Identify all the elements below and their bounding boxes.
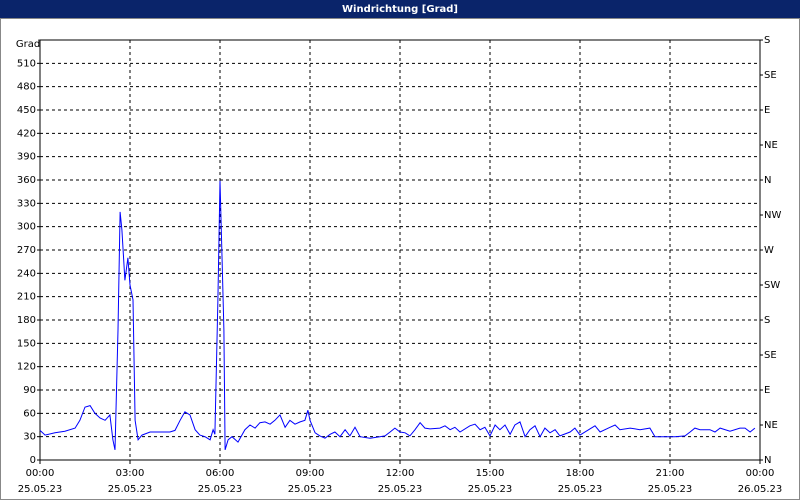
y-tick-label: 30: [23, 432, 36, 443]
y2-tick-label: NW: [764, 210, 781, 221]
y-tick-label: 240: [17, 268, 36, 279]
x-tick-label: 12:00: [386, 468, 415, 479]
y-tick-label: 390: [17, 152, 36, 163]
x-tick-date: 25.05.23: [378, 484, 423, 495]
x-tick-label: 06:00: [206, 468, 235, 479]
x-tick-label: 18:00: [566, 468, 595, 479]
y2-tick-label: N: [764, 455, 771, 466]
y2-tick-label: E: [764, 385, 770, 396]
x-tick-date: 26.05.23: [738, 484, 783, 495]
y-tick-label: 270: [17, 245, 36, 256]
y-tick-label: 0: [30, 455, 36, 466]
y-tick-label: 360: [17, 175, 36, 186]
y2-tick-label: SW: [764, 280, 780, 291]
y2-tick-label: N: [764, 175, 771, 186]
y-tick-label: 210: [17, 292, 36, 303]
x-tick-label: 00:00: [26, 468, 55, 479]
y2-tick-label: W: [764, 245, 774, 256]
chart-title: Windrichtung [Grad]: [342, 4, 458, 15]
y2-tick-label: NE: [764, 420, 778, 431]
title-bar: [0, 0, 800, 18]
x-tick-date: 25.05.23: [18, 484, 63, 495]
y-tick-label: 180: [17, 315, 36, 326]
y2-tick-label: NE: [764, 140, 778, 151]
x-tick-date: 25.05.23: [468, 484, 513, 495]
x-tick-label: 03:00: [116, 468, 145, 479]
y-tick-label: 510: [17, 58, 36, 69]
y-tick-label: 300: [17, 222, 36, 233]
y-axis-label: Grad: [16, 39, 40, 50]
x-tick-date: 25.05.23: [558, 484, 603, 495]
y-tick-label: 480: [17, 82, 36, 93]
x-tick-date: 25.05.23: [108, 484, 153, 495]
y2-tick-label: SE: [764, 350, 777, 361]
x-tick-date: 25.05.23: [198, 484, 243, 495]
y-tick-label: 120: [17, 362, 36, 373]
y2-tick-label: S: [764, 35, 770, 46]
y2-tick-label: S: [764, 315, 770, 326]
y-tick-label: 150: [17, 338, 36, 349]
y-tick-label: 90: [23, 385, 36, 396]
x-tick-label: 09:00: [296, 468, 325, 479]
y-tick-label: 420: [17, 128, 36, 139]
y-tick-label: 450: [17, 105, 36, 116]
x-tick-label: 21:00: [656, 468, 685, 479]
x-tick-date: 25.05.23: [288, 484, 333, 495]
plot-border: [39, 39, 761, 461]
x-tick-label: 15:00: [476, 468, 505, 479]
y-tick-label: 330: [17, 198, 36, 209]
x-tick-date: 25.05.23: [648, 484, 693, 495]
x-tick-label: 00:00: [746, 468, 775, 479]
data-line: [39, 180, 756, 451]
y2-tick-label: SE: [764, 70, 777, 81]
y-tick-label: 60: [23, 408, 36, 419]
y2-tick-label: E: [764, 105, 770, 116]
